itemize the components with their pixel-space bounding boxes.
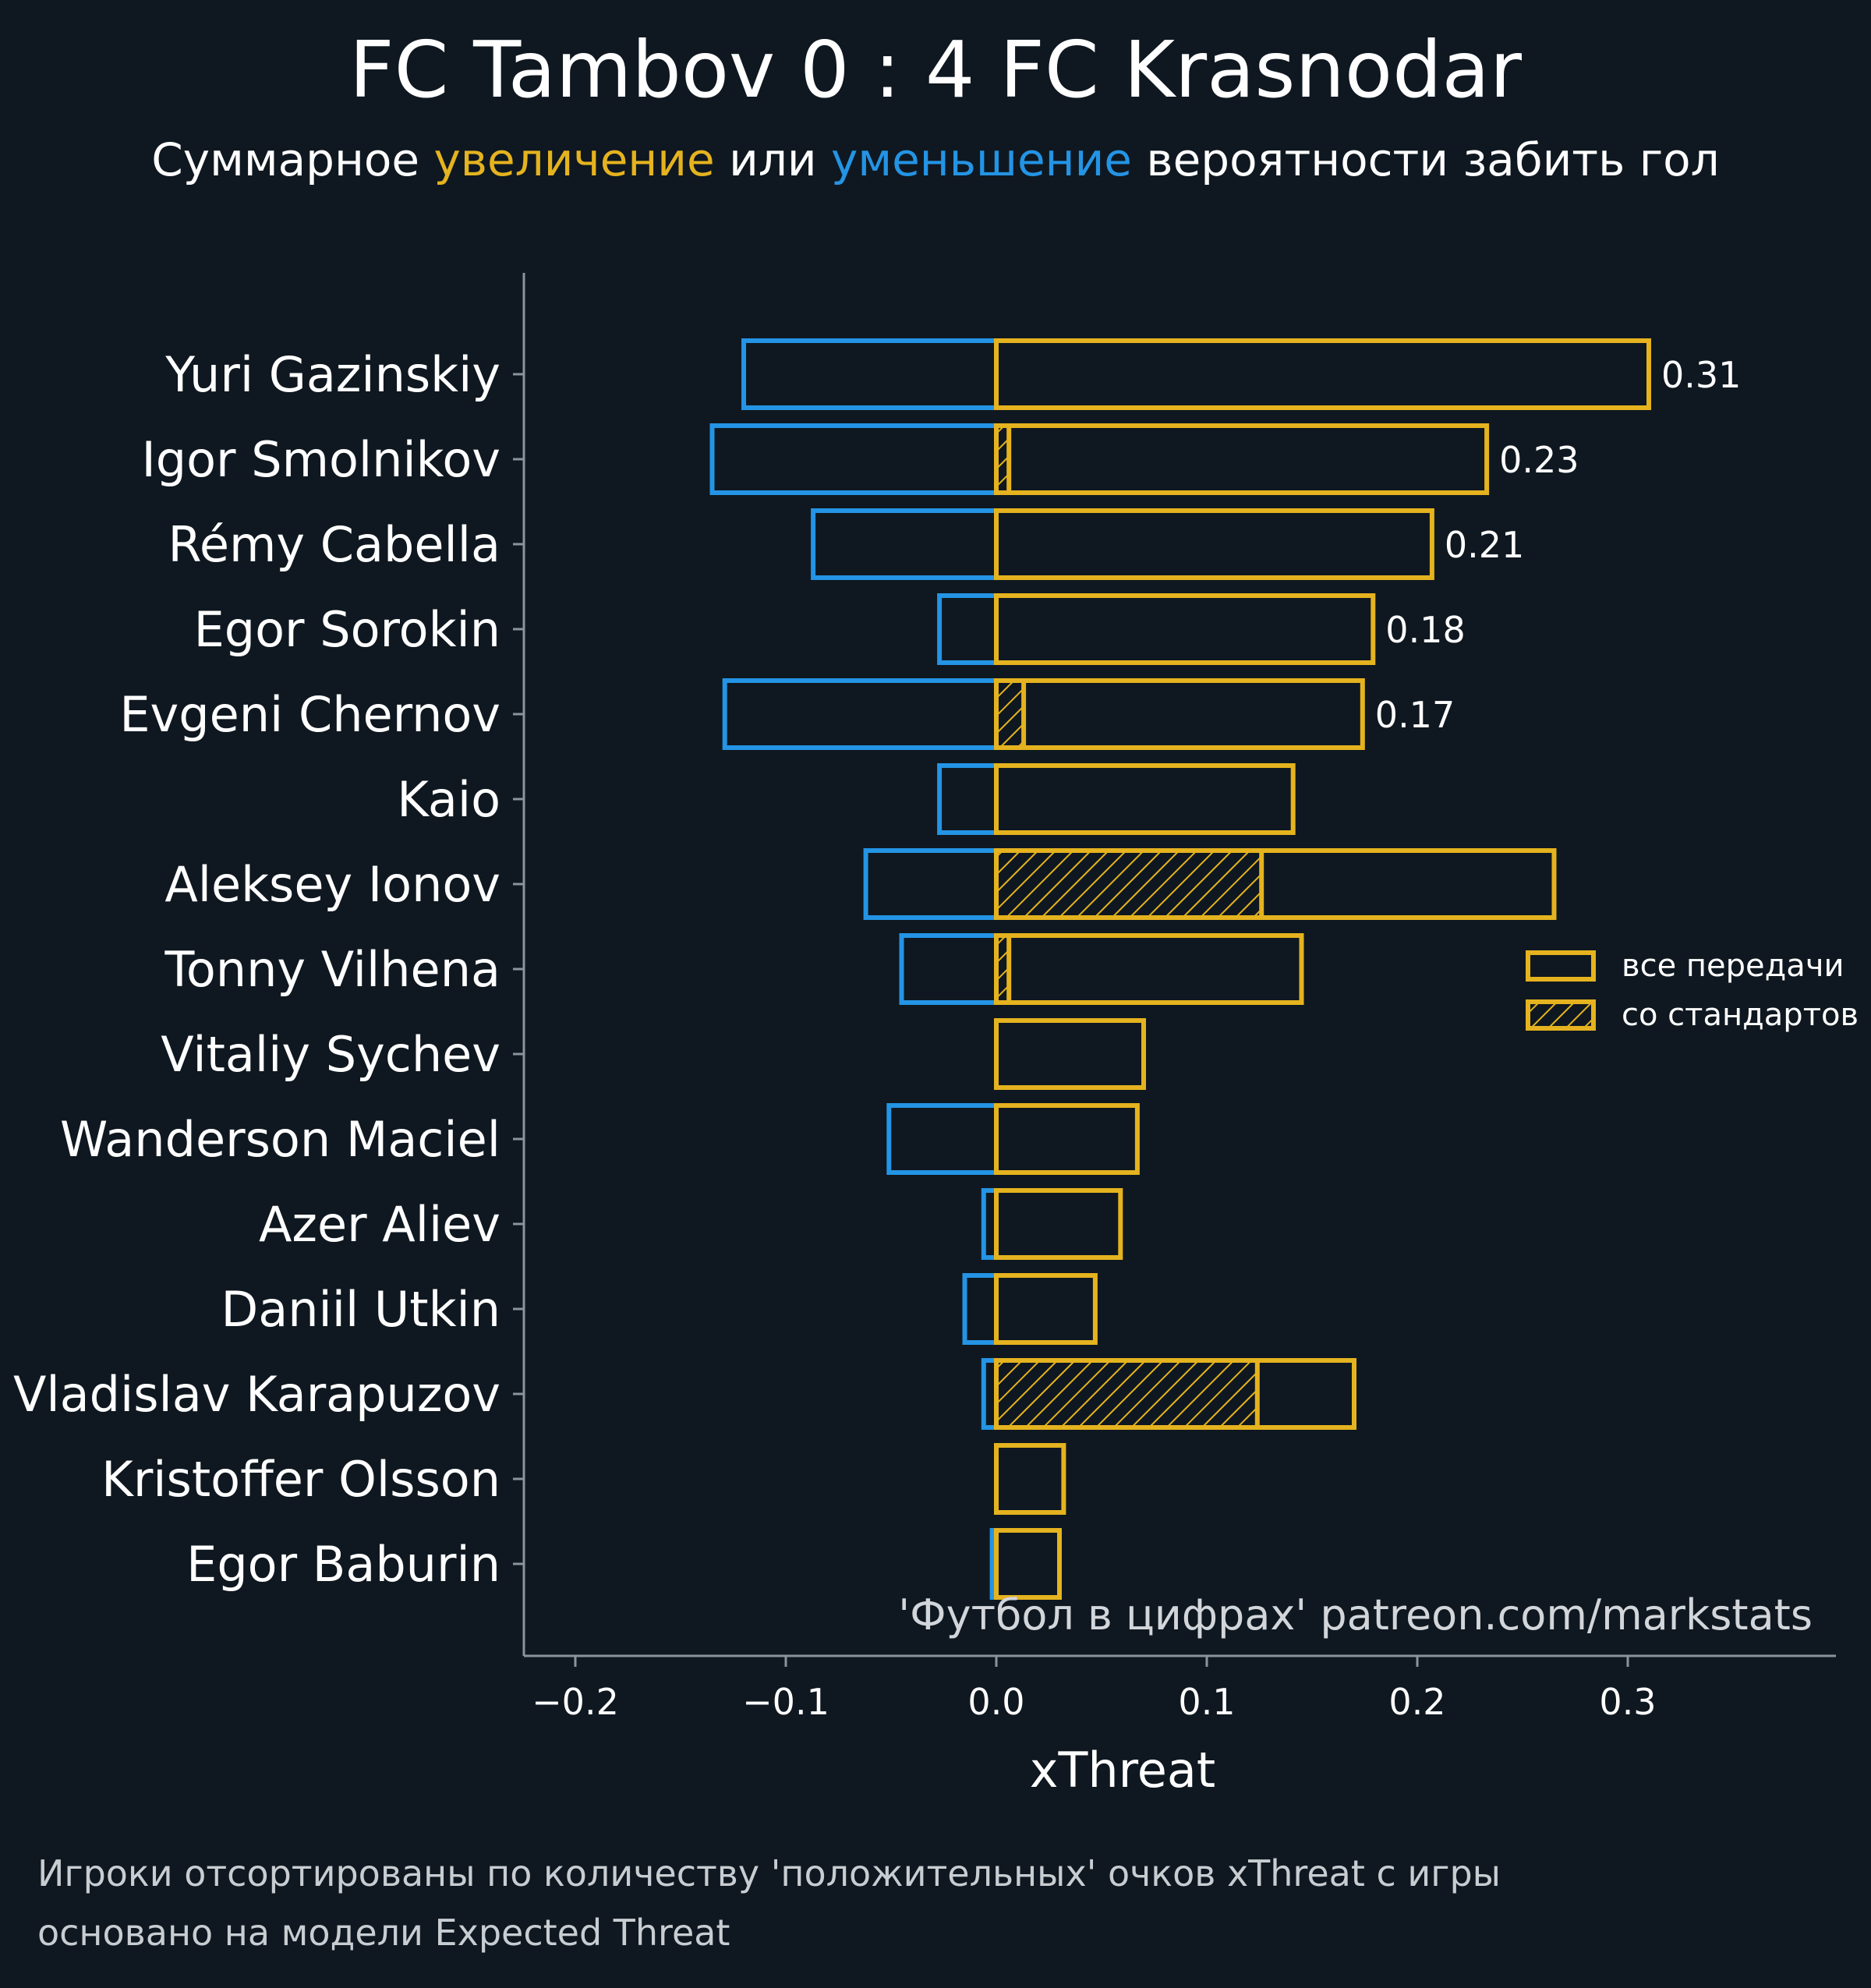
footnote-line-1: Игроки отсортированы по количеству 'поло…: [37, 1852, 1501, 1894]
y-tick-label: Yuri Gazinskiy: [164, 346, 500, 403]
y-tick-label: Aleksey Ionov: [164, 856, 500, 913]
positive-bar: [994, 1443, 1066, 1515]
negative-bar: [811, 508, 999, 580]
positive-bar: [994, 763, 1296, 835]
positive-bar: [994, 1273, 1098, 1345]
y-tick-label: Kaio: [397, 771, 500, 828]
legend: все передачи со стандартов: [1526, 948, 1859, 1033]
positive-bar: [994, 593, 1376, 665]
negative-bar: [863, 848, 999, 920]
set-piece-bar: [994, 1358, 1260, 1430]
negative-bar: [899, 933, 999, 1005]
y-tick-label: Kristoffer Olsson: [101, 1451, 500, 1508]
positive-bar: [994, 1528, 1062, 1600]
legend-label-all-passes: все передачи: [1622, 948, 1844, 984]
x-tick-label: 0.3: [1599, 1681, 1656, 1723]
positive-bar: [994, 678, 1365, 750]
negative-bar: [709, 423, 999, 495]
x-tick-label: 0.1: [1178, 1681, 1235, 1723]
subtitle-part-1: Суммарное: [151, 133, 434, 186]
x-tick-label: 0.0: [967, 1681, 1024, 1723]
subtitle-decrease-word: уменьшение: [831, 133, 1132, 186]
x-axis-label: xThreat: [1030, 1742, 1215, 1799]
positive-bar: [994, 1358, 1356, 1430]
legend-swatch-set-pieces: [1526, 999, 1596, 1031]
x-tick-label: −0.2: [532, 1681, 619, 1723]
positive-bar: [994, 1188, 1123, 1260]
y-tick-label: Wanderson Maciel: [60, 1111, 500, 1168]
positive-bar: [994, 933, 1304, 1005]
legend-swatch-all-passes: [1526, 950, 1596, 982]
footnote-line-2: основано на модели Expected Threat: [37, 1912, 730, 1954]
legend-label-set-pieces: со стандартов: [1622, 997, 1859, 1033]
y-tick-label: Egor Sorokin: [194, 601, 500, 658]
negative-bar: [741, 338, 999, 410]
bars: [709, 338, 1651, 1600]
negative-bar: [886, 1103, 999, 1175]
y-tick-label: Rémy Cabella: [168, 516, 500, 573]
footnote: Игроки отсортированы по количеству 'поло…: [37, 1844, 1501, 1962]
data-label: 0.21: [1445, 524, 1524, 566]
set-piece-bar: [994, 678, 1027, 750]
positive-bar: [994, 338, 1651, 410]
chart-title: FC Tambov 0 : 4 FC Krasnodar: [349, 24, 1522, 115]
chart-subtitle: Суммарное увеличение или уменьшение веро…: [0, 129, 1871, 191]
negative-bar: [937, 593, 999, 665]
y-tick-label: Vitaliy Sychev: [161, 1026, 500, 1083]
y-tick-label: Egor Baburin: [186, 1536, 500, 1593]
positive-bar: [994, 508, 1434, 580]
negative-bar: [937, 763, 999, 835]
subtitle-part-3: или: [714, 133, 832, 186]
y-tick-label: Daniil Utkin: [221, 1281, 500, 1338]
y-tick-label: Evgeni Chernov: [119, 686, 500, 743]
y-tick-label: Tonny Vilhena: [164, 941, 501, 998]
positive-bar: [994, 848, 1557, 920]
data-label: 0.23: [1499, 439, 1579, 481]
watermark: 'Футбол в цифрах' patreon.com/markstats: [898, 1590, 1813, 1640]
axes: −0.2 −0.1 0.0 0.1 0.2 0.3: [513, 273, 1836, 1723]
positive-bar: [994, 423, 1490, 495]
x-tick-label: 0.2: [1388, 1681, 1445, 1723]
data-label: 0.31: [1661, 354, 1741, 396]
data-label: 0.18: [1385, 609, 1465, 651]
y-tick-label: Azer Aliev: [259, 1196, 500, 1253]
set-piece-bar: [994, 848, 1264, 920]
x-tick-label: −0.1: [742, 1681, 829, 1723]
positive-bar: [994, 1018, 1146, 1090]
negative-bar: [962, 1273, 999, 1345]
positive-bar: [994, 1103, 1140, 1175]
negative-bar: [722, 678, 999, 750]
y-tick-label: Igor Smolnikov: [141, 431, 500, 488]
subtitle-increase-word: увеличение: [433, 133, 715, 186]
data-label: 0.17: [1375, 694, 1455, 736]
labels: Yuri Gazinskiy 0.31 Igor Smolnikov 0.23 Rémy…: [13, 346, 1741, 1593]
y-tick-label: Vladislav Karapuzov: [13, 1366, 500, 1423]
subtitle-part-5: вероятности забить гол: [1131, 133, 1720, 186]
